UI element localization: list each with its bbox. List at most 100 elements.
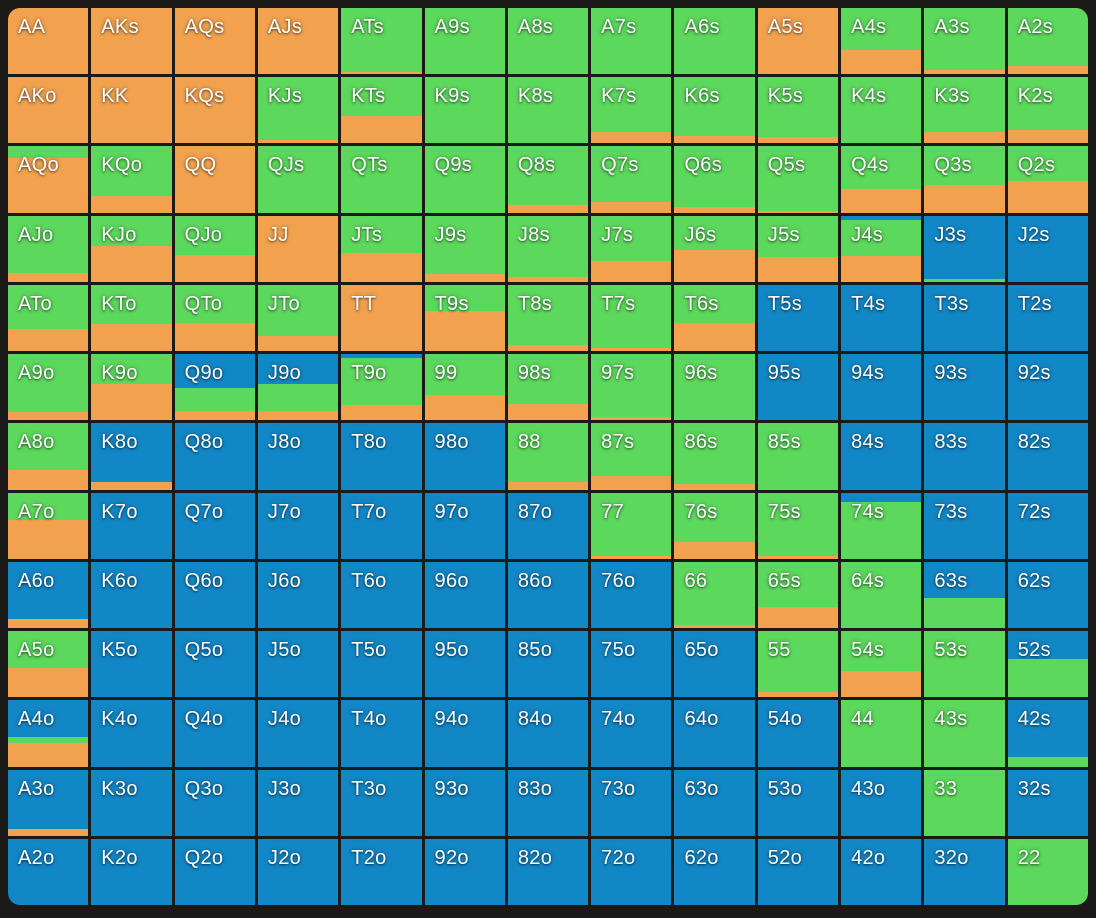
hand-cell-Q8o[interactable]: Q8o (174, 423, 255, 490)
hand-cell-T7o[interactable]: T7o (341, 492, 422, 559)
hand-cell-73o[interactable]: 73o (591, 769, 672, 836)
hand-cell-T4o[interactable]: T4o (341, 700, 422, 767)
hand-cell-AKo[interactable]: AKo (8, 77, 89, 144)
hand-cell-KK[interactable]: KK (91, 77, 172, 144)
hand-cell-82o[interactable]: 82o (507, 838, 589, 905)
hand-cell-32s[interactable]: 32s (1007, 769, 1088, 836)
hand-cell-K2o[interactable]: K2o (91, 838, 172, 905)
hand-cell-ATo[interactable]: ATo (8, 284, 89, 352)
hand-cell-42o[interactable]: 42o (841, 838, 922, 905)
hand-cell-QQ[interactable]: QQ (174, 146, 255, 213)
hand-cell-A6o[interactable]: A6o (8, 561, 89, 629)
hand-cell-AQo[interactable]: AQo (8, 146, 89, 213)
hand-cell-54s[interactable]: 54s (841, 631, 922, 698)
hand-cell-83o[interactable]: 83o (507, 769, 589, 836)
hand-cell-AJs[interactable]: AJs (257, 8, 339, 75)
hand-cell-K5o[interactable]: K5o (91, 631, 172, 698)
hand-cell-52s[interactable]: 52s (1007, 631, 1088, 698)
hand-cell-95s[interactable]: 95s (757, 354, 839, 421)
hand-cell-85s[interactable]: 85s (757, 423, 839, 490)
hand-cell-76s[interactable]: 76s (674, 492, 755, 559)
hand-cell-J6s[interactable]: J6s (674, 215, 755, 282)
hand-cell-AJo[interactable]: AJo (8, 215, 89, 282)
hand-cell-94s[interactable]: 94s (841, 354, 922, 421)
hand-cell-A7s[interactable]: A7s (591, 8, 672, 75)
hand-cell-Q2o[interactable]: Q2o (174, 838, 255, 905)
hand-cell-86o[interactable]: 86o (507, 561, 589, 629)
hand-cell-J9s[interactable]: J9s (424, 215, 505, 282)
hand-cell-J4o[interactable]: J4o (257, 700, 339, 767)
hand-cell-A3s[interactable]: A3s (924, 8, 1005, 75)
hand-cell-J5o[interactable]: J5o (257, 631, 339, 698)
hand-cell-92o[interactable]: 92o (424, 838, 505, 905)
hand-cell-Q2s[interactable]: Q2s (1007, 146, 1088, 213)
hand-cell-66[interactable]: 66 (674, 561, 755, 629)
hand-cell-A2s[interactable]: A2s (1007, 8, 1088, 75)
hand-cell-97s[interactable]: 97s (591, 354, 672, 421)
hand-cell-63o[interactable]: 63o (674, 769, 755, 836)
hand-cell-98s[interactable]: 98s (507, 354, 589, 421)
hand-cell-22[interactable]: 22 (1007, 838, 1088, 905)
hand-cell-T9o[interactable]: T9o (341, 354, 422, 421)
hand-cell-87s[interactable]: 87s (591, 423, 672, 490)
hand-cell-Q7s[interactable]: Q7s (591, 146, 672, 213)
hand-cell-T9s[interactable]: T9s (424, 284, 505, 352)
hand-cell-AQs[interactable]: AQs (174, 8, 255, 75)
hand-cell-T5o[interactable]: T5o (341, 631, 422, 698)
hand-cell-Q3o[interactable]: Q3o (174, 769, 255, 836)
hand-cell-A4s[interactable]: A4s (841, 8, 922, 75)
hand-cell-K8s[interactable]: K8s (507, 77, 589, 144)
hand-cell-74o[interactable]: 74o (591, 700, 672, 767)
hand-cell-88[interactable]: 88 (507, 423, 589, 490)
hand-cell-J7s[interactable]: J7s (591, 215, 672, 282)
hand-cell-75o[interactable]: 75o (591, 631, 672, 698)
hand-cell-K9o[interactable]: K9o (91, 354, 172, 421)
hand-cell-53s[interactable]: 53s (924, 631, 1005, 698)
hand-cell-J8o[interactable]: J8o (257, 423, 339, 490)
hand-cell-KJo[interactable]: KJo (91, 215, 172, 282)
hand-cell-43o[interactable]: 43o (841, 769, 922, 836)
hand-cell-J3o[interactable]: J3o (257, 769, 339, 836)
hand-cell-44[interactable]: 44 (841, 700, 922, 767)
hand-cell-64s[interactable]: 64s (841, 561, 922, 629)
hand-cell-73s[interactable]: 73s (924, 492, 1005, 559)
hand-cell-Q5s[interactable]: Q5s (757, 146, 839, 213)
hand-cell-93s[interactable]: 93s (924, 354, 1005, 421)
hand-cell-K9s[interactable]: K9s (424, 77, 505, 144)
hand-cell-Q5o[interactable]: Q5o (174, 631, 255, 698)
hand-cell-96o[interactable]: 96o (424, 561, 505, 629)
hand-cell-QTs[interactable]: QTs (341, 146, 422, 213)
hand-cell-64o[interactable]: 64o (674, 700, 755, 767)
hand-cell-63s[interactable]: 63s (924, 561, 1005, 629)
hand-cell-86s[interactable]: 86s (674, 423, 755, 490)
hand-cell-72o[interactable]: 72o (591, 838, 672, 905)
hand-cell-J2o[interactable]: J2o (257, 838, 339, 905)
hand-cell-J2s[interactable]: J2s (1007, 215, 1088, 282)
hand-cell-A3o[interactable]: A3o (8, 769, 89, 836)
hand-cell-97o[interactable]: 97o (424, 492, 505, 559)
hand-cell-K7s[interactable]: K7s (591, 77, 672, 144)
hand-cell-76o[interactable]: 76o (591, 561, 672, 629)
hand-cell-A8o[interactable]: A8o (8, 423, 89, 490)
hand-cell-55[interactable]: 55 (757, 631, 839, 698)
hand-cell-32o[interactable]: 32o (924, 838, 1005, 905)
hand-cell-AA[interactable]: AA (8, 8, 89, 75)
hand-cell-Q4s[interactable]: Q4s (841, 146, 922, 213)
hand-cell-82s[interactable]: 82s (1007, 423, 1088, 490)
hand-cell-K4s[interactable]: K4s (841, 77, 922, 144)
hand-cell-T8s[interactable]: T8s (507, 284, 589, 352)
hand-cell-T7s[interactable]: T7s (591, 284, 672, 352)
hand-cell-T5s[interactable]: T5s (757, 284, 839, 352)
hand-cell-KTs[interactable]: KTs (341, 77, 422, 144)
hand-cell-K6s[interactable]: K6s (674, 77, 755, 144)
hand-cell-Q6o[interactable]: Q6o (174, 561, 255, 629)
hand-cell-J6o[interactable]: J6o (257, 561, 339, 629)
hand-cell-85o[interactable]: 85o (507, 631, 589, 698)
hand-cell-A9o[interactable]: A9o (8, 354, 89, 421)
hand-cell-87o[interactable]: 87o (507, 492, 589, 559)
hand-cell-K4o[interactable]: K4o (91, 700, 172, 767)
hand-cell-K3o[interactable]: K3o (91, 769, 172, 836)
hand-cell-J4s[interactable]: J4s (841, 215, 922, 282)
hand-cell-KQo[interactable]: KQo (91, 146, 172, 213)
hand-cell-43s[interactable]: 43s (924, 700, 1005, 767)
